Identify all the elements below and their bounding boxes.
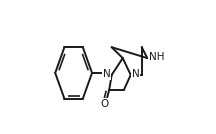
- Text: NH: NH: [149, 52, 164, 62]
- Text: N: N: [132, 69, 140, 79]
- Text: N: N: [103, 69, 110, 79]
- Text: O: O: [100, 99, 108, 109]
